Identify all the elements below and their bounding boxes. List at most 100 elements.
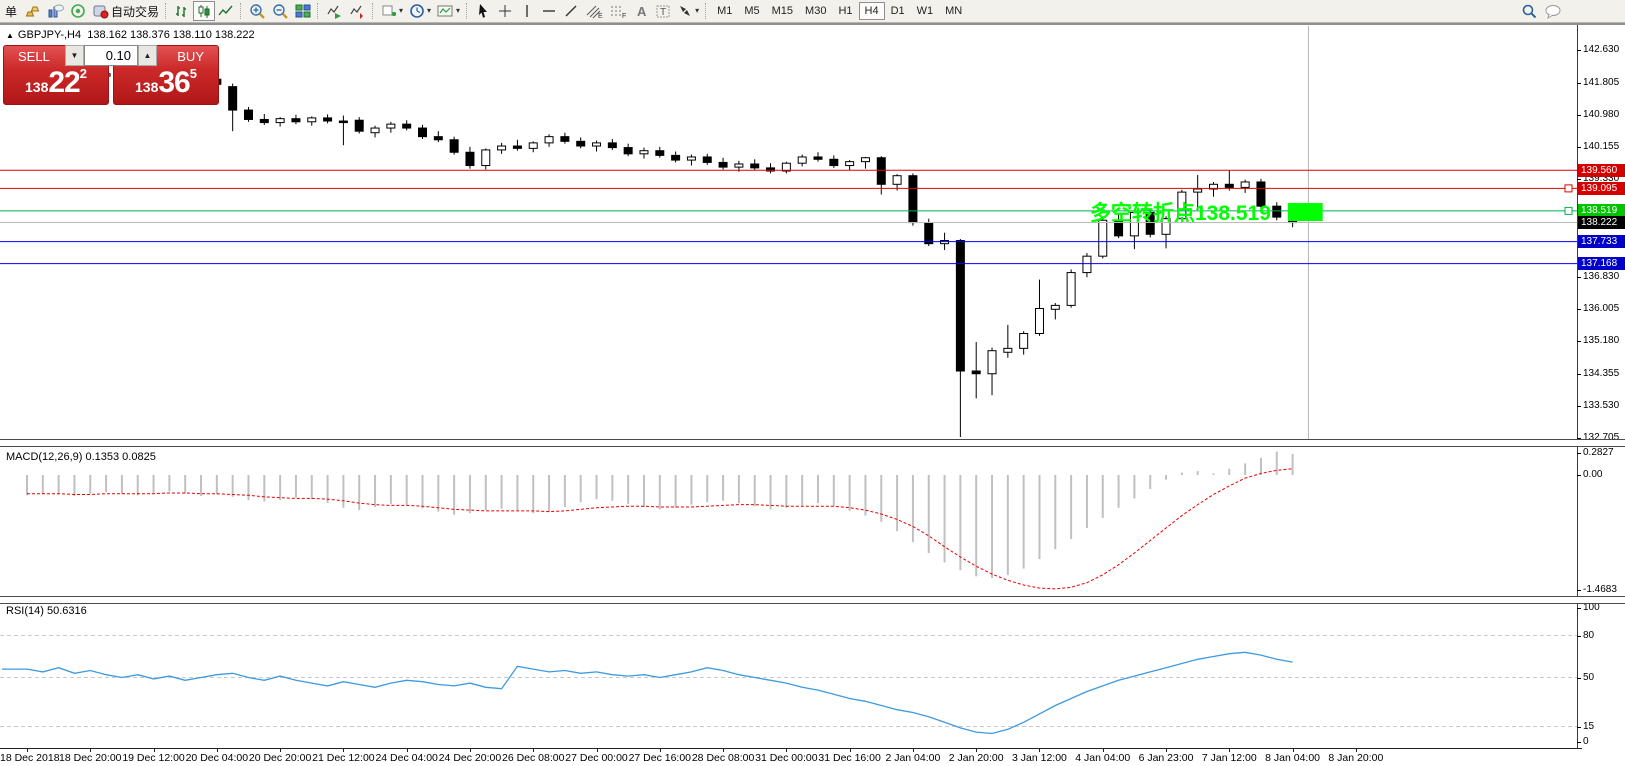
- chart-annotation-text[interactable]: 多空转折点138.519: [1090, 202, 1271, 225]
- candle-body: [1050, 304, 1060, 310]
- annotation-rectangle[interactable]: [1287, 203, 1323, 222]
- line-anchor-handle[interactable]: [1564, 206, 1573, 215]
- buy-price-sup: 5: [189, 66, 197, 81]
- auto-scroll-icon: [327, 5, 342, 19]
- candle-body: [1209, 183, 1218, 190]
- candle-body: [1034, 308, 1044, 335]
- auto-scroll-button[interactable]: [323, 1, 346, 21]
- vertical-line-button[interactable]: [516, 1, 538, 21]
- buy-label: BUY: [177, 49, 204, 64]
- arrow-shapes-icon: [680, 6, 691, 16]
- candle-body: [813, 156, 823, 160]
- template-icon: [437, 5, 453, 17]
- bar-chart-button[interactable]: [171, 1, 193, 21]
- zoom-out-button[interactable]: [269, 1, 292, 21]
- timeframe-m1-button[interactable]: M1: [711, 2, 738, 20]
- line-anchor-handle[interactable]: [1564, 184, 1573, 193]
- autotrade-label: 自动交易: [111, 4, 160, 19]
- candle-body: [940, 240, 950, 245]
- crosshair-icon: [499, 5, 512, 17]
- line-chart-button[interactable]: [215, 1, 237, 21]
- tile-windows-button[interactable]: [292, 1, 314, 21]
- text-label-icon: T: [656, 5, 670, 18]
- search-button[interactable]: [1518, 1, 1541, 21]
- chevron-down-icon: ▾: [427, 6, 432, 15]
- sell-price: 138222: [4, 66, 108, 100]
- one-click-trading-panel: SELL 138222 BUY 138365 ▼ ▲: [3, 45, 219, 105]
- candle-body: [686, 156, 696, 161]
- timeframe-m30-button[interactable]: M30: [799, 2, 832, 20]
- timeframe-d1-button[interactable]: D1: [885, 2, 911, 20]
- indicators-button[interactable]: ▾: [378, 1, 406, 21]
- timeframe-m15-button[interactable]: M15: [766, 2, 799, 20]
- equidistant-channel-button[interactable]: E: [582, 1, 606, 21]
- pane-separator-macd[interactable]: [0, 439, 1625, 447]
- text-label-button[interactable]: T: [652, 1, 674, 21]
- candle-body: [1003, 347, 1013, 353]
- candle-body: [829, 158, 839, 167]
- time-axis-line: [0, 748, 1582, 749]
- volume-down-button[interactable]: ▼: [65, 45, 84, 66]
- chat-button[interactable]: [1541, 1, 1565, 21]
- fibonacci-icon: F: [611, 6, 626, 19]
- tile-windows-icon: [295, 4, 311, 18]
- toolbar-grip: [372, 3, 375, 19]
- signals-icon[interactable]: [67, 1, 89, 21]
- volume-input[interactable]: [84, 45, 138, 66]
- templates-button[interactable]: ▾: [434, 1, 463, 21]
- pane-separator-rsi[interactable]: [0, 596, 1625, 604]
- candle-body: [528, 142, 538, 149]
- svg-text:A: A: [637, 4, 647, 19]
- window-border: [0, 23, 1625, 25]
- zoom-in-button[interactable]: [246, 1, 269, 21]
- timeframe-h4-button[interactable]: H4: [858, 2, 885, 20]
- toolbar-grip: [240, 3, 243, 19]
- trendline-button[interactable]: [560, 1, 582, 21]
- timeframe-h1-button[interactable]: H1: [832, 2, 858, 20]
- clock-icon: [410, 4, 424, 18]
- toolbar-grip: [705, 3, 708, 19]
- ohlc-values: 138.162 138.376 138.110 138.222: [87, 29, 255, 41]
- candle-body: [845, 161, 855, 167]
- periods-button[interactable]: ▾: [406, 1, 434, 21]
- timeframe-mn-button[interactable]: MN: [939, 2, 968, 20]
- cursor-button[interactable]: [472, 1, 494, 21]
- candle-body: [797, 156, 807, 164]
- gold-bars-icon: [25, 6, 40, 17]
- crosshair-button[interactable]: [494, 1, 516, 21]
- chat-bubble-icon: [1545, 5, 1561, 19]
- new-order-button[interactable]: 单: [0, 1, 22, 21]
- candlestick-chart-icon: [198, 5, 210, 18]
- candle-body: [1161, 218, 1171, 235]
- text-button[interactable]: A: [630, 1, 652, 21]
- candlestick-chart-button[interactable]: [193, 1, 216, 21]
- candle-body: [592, 142, 602, 147]
- candle-body: [370, 127, 380, 134]
- candle-body: [971, 370, 981, 375]
- svg-text:T: T: [660, 7, 666, 18]
- toolbar-grip: [466, 3, 469, 19]
- candle-body: [275, 118, 285, 124]
- timeframe-w1-button[interactable]: W1: [911, 2, 940, 20]
- candle-body: [544, 136, 554, 144]
- candle-body: [734, 163, 744, 168]
- market-watch-icon[interactable]: [22, 1, 44, 21]
- candle-body: [1272, 205, 1282, 218]
- data-window-icon[interactable]: [44, 1, 67, 21]
- arrows-button[interactable]: ▾: [674, 1, 702, 21]
- candle-body: [307, 117, 317, 123]
- rsi-line: [2, 651, 1293, 735]
- text-icon: A: [637, 4, 647, 19]
- chart-shift-button[interactable]: [346, 1, 369, 21]
- timeframe-m5-button[interactable]: M5: [738, 2, 765, 20]
- volume-up-button[interactable]: ▲: [138, 45, 157, 66]
- candle-body: [655, 150, 665, 156]
- candle-body: [1019, 333, 1029, 349]
- collapse-arrow-icon[interactable]: ▲: [6, 31, 14, 40]
- autotrade-button[interactable]: 自动交易: [89, 1, 162, 21]
- horizontal-line-button[interactable]: [538, 1, 560, 21]
- candle-body: [639, 150, 649, 155]
- fibonacci-button[interactable]: F: [606, 1, 630, 21]
- volume-stepper: ▼ ▲: [65, 45, 157, 66]
